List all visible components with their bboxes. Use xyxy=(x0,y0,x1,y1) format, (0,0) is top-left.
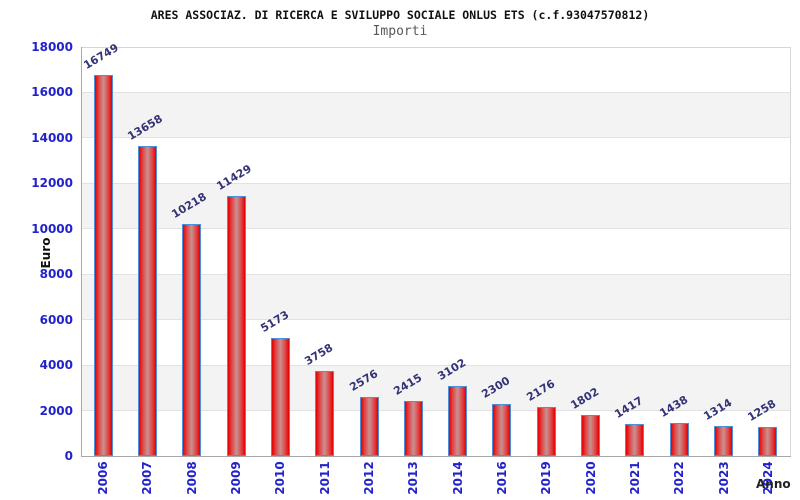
x-tick-label-2012: 2012 xyxy=(362,461,377,495)
x-tick-label-2011: 2011 xyxy=(317,461,332,495)
y-tick-label: 14000 xyxy=(31,130,73,145)
y-tick-label: 12000 xyxy=(31,176,73,191)
gridline xyxy=(81,228,790,230)
bar-2019 xyxy=(536,406,556,456)
bar-2021 xyxy=(625,423,645,456)
x-tick-label-2016: 2016 xyxy=(494,461,509,495)
chart-title: ARES ASSOCIAZ. DI RICERCA E SVILUPPO SOC… xyxy=(150,8,650,22)
background-band xyxy=(81,183,790,229)
bar-2011 xyxy=(315,370,335,456)
x-tick-label-2020: 2020 xyxy=(583,461,598,495)
bar-2012 xyxy=(359,397,379,456)
background-band xyxy=(81,92,790,138)
bar-2009 xyxy=(226,196,246,456)
bar-2008 xyxy=(182,223,202,456)
x-tick-label-2013: 2013 xyxy=(406,461,421,495)
y-tick-label: 0 xyxy=(64,449,73,463)
plot-border-top xyxy=(81,47,790,48)
bar-2006 xyxy=(93,75,113,456)
bar-2010 xyxy=(270,338,290,456)
bar-2022 xyxy=(669,423,689,456)
gridline xyxy=(81,137,790,139)
x-tick-label-2010: 2010 xyxy=(273,461,288,495)
bar-2020 xyxy=(581,415,601,456)
bar-2016 xyxy=(492,403,512,456)
gridline xyxy=(81,91,790,93)
gridline xyxy=(81,182,790,184)
x-axis-title: Anno xyxy=(756,477,791,491)
x-tick-label-2008: 2008 xyxy=(184,461,199,495)
gridline xyxy=(81,273,790,275)
chart-subtitle: Importi xyxy=(372,24,428,39)
x-axis-line xyxy=(81,456,791,457)
x-tick-label-2023: 2023 xyxy=(716,461,731,495)
y-tick-label: 2000 xyxy=(39,403,73,418)
y-axis-line xyxy=(81,47,82,457)
y-tick-label: 8000 xyxy=(39,267,73,282)
x-tick-label-2021: 2021 xyxy=(627,461,642,495)
y-tick-label: 18000 xyxy=(31,40,73,54)
y-tick-label: 16000 xyxy=(31,85,73,100)
background-band xyxy=(81,137,790,184)
x-tick-label-2019: 2019 xyxy=(539,461,554,495)
bar-2014 xyxy=(448,385,468,456)
bar-2013 xyxy=(403,401,423,456)
gridline xyxy=(81,364,790,366)
gridline xyxy=(81,410,790,412)
gridline xyxy=(81,319,790,321)
y-tick-label: 4000 xyxy=(39,358,73,373)
x-tick-label-2006: 2006 xyxy=(96,461,111,495)
bar-2023 xyxy=(714,426,734,456)
x-tick-label-2009: 2009 xyxy=(229,461,244,495)
y-tick-label: 10000 xyxy=(31,221,73,236)
bar-2024 xyxy=(758,427,778,456)
plot-border-right xyxy=(790,47,791,456)
x-tick-label-2007: 2007 xyxy=(140,461,155,495)
background-band xyxy=(81,47,790,93)
y-tick-label: 6000 xyxy=(39,312,73,327)
x-tick-label-2022: 2022 xyxy=(672,461,687,495)
y-axis-title: Euro xyxy=(39,237,53,269)
bar-2007 xyxy=(137,145,157,456)
x-tick-label-2014: 2014 xyxy=(450,461,465,495)
